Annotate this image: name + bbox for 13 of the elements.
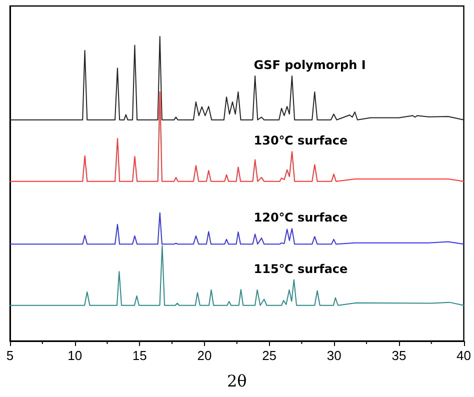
series-label: 115℃ surface [254,262,348,276]
series-label: GSF polymorph I [254,58,366,72]
x-tick-label: 10 [68,348,82,363]
series-label: 130℃ surface [254,134,348,148]
x-tick-label: 25 [262,348,277,363]
x-axis-title: 2θ [226,372,247,390]
x-tick-label: 40 [456,348,472,363]
x-tick-label: 30 [326,348,342,363]
x-tick-label: 20 [197,348,212,363]
x-tick-label: 15 [132,348,147,363]
x-tick-label: 35 [392,348,406,363]
x-tick-label: 5 [6,348,14,363]
series-label: 120℃ surface [254,210,348,225]
